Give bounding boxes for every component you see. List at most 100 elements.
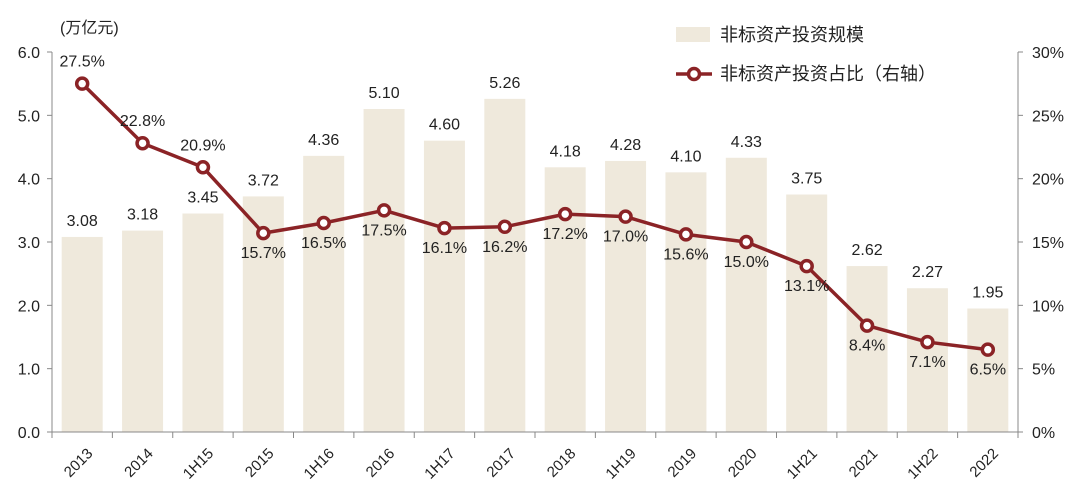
line-value-label: 17.5% xyxy=(361,222,406,239)
bar-value-label: 4.36 xyxy=(308,132,339,149)
line-point xyxy=(135,135,150,151)
line-value-label: 20.9% xyxy=(180,137,225,154)
line-point xyxy=(799,258,814,274)
line-point xyxy=(920,334,935,350)
line-point xyxy=(74,76,90,91)
line-point xyxy=(437,220,452,236)
line-point xyxy=(316,215,331,231)
bar xyxy=(786,194,828,432)
bar-value-label: 3.18 xyxy=(127,207,158,224)
y-right-tick-label: 5% xyxy=(1032,362,1055,379)
line-point xyxy=(678,227,694,242)
pct-labels-group: 27.5% 22.8% 20.9% 15.7% 16.5% 17.5% 16.1% 16.2%… xyxy=(60,54,1007,379)
bar xyxy=(846,266,888,432)
line-value-label: 17.0% xyxy=(603,229,648,246)
x-tick-label: 2013 xyxy=(61,445,97,481)
x-tick-label: 2017 xyxy=(483,445,519,481)
y-right-tick-label: 10% xyxy=(1032,298,1064,315)
bar-value-label: 5.10 xyxy=(368,85,399,102)
bar-labels-group: 3.08 3.18 3.45 3.72 4.36 5.10 4.60 5.26 4.18 4.28… xyxy=(67,75,1004,302)
bar xyxy=(484,98,526,432)
bar-value-label: 4.18 xyxy=(550,143,581,160)
line-point xyxy=(195,160,211,175)
x-tick-label: 1H19 xyxy=(602,445,639,482)
bar-value-label: 4.10 xyxy=(670,148,701,165)
y-left-tick-label: 5.0 xyxy=(18,108,40,125)
bar xyxy=(665,172,707,433)
line-point xyxy=(376,203,392,218)
bar xyxy=(967,308,1009,432)
x-tick-label: 2019 xyxy=(665,445,701,481)
legend: 非标资产投资规模 非标资产投资占比（右轴） xyxy=(676,25,936,84)
bar xyxy=(906,288,948,432)
y-left-unit-label: (万亿元) xyxy=(60,19,119,37)
x-tick-label: 2015 xyxy=(242,445,278,481)
x-tick-label: 1H16 xyxy=(300,445,337,482)
y-left-tick-label: 1.0 xyxy=(18,362,40,379)
line-point xyxy=(497,219,513,235)
line-value-label: 15.7% xyxy=(241,245,286,262)
line-value-label: 22.8% xyxy=(120,113,165,130)
line-value-label: 8.4% xyxy=(849,338,885,355)
line-value-label: 16.1% xyxy=(422,240,467,257)
bar xyxy=(725,157,767,432)
bar-value-label: 4.60 xyxy=(429,117,460,134)
line-value-label: 13.1% xyxy=(784,278,829,295)
x-tick-label: 2018 xyxy=(544,445,580,481)
x-tick-label: 1H21 xyxy=(783,445,820,482)
bar-value-label: 5.26 xyxy=(489,75,520,92)
y-left-tick-label: 4.0 xyxy=(18,172,40,189)
bar-value-label: 4.28 xyxy=(610,137,641,154)
bar xyxy=(363,109,405,432)
bar-value-label: 4.33 xyxy=(731,134,762,151)
x-tick-label: 2022 xyxy=(966,445,1002,481)
line-value-label: 27.5% xyxy=(60,54,105,71)
bar-value-label: 3.45 xyxy=(187,190,218,207)
legend-line-label: 非标资产投资占比（右轴） xyxy=(720,64,936,84)
line-value-label: 15.6% xyxy=(663,246,708,263)
line-point xyxy=(618,209,633,224)
bar-value-label: 3.08 xyxy=(67,213,98,230)
y-right-tick-label: 15% xyxy=(1032,235,1064,252)
line-value-label: 16.2% xyxy=(482,239,527,256)
y-left-tick-label: 6.0 xyxy=(18,45,40,62)
line-point xyxy=(256,225,271,241)
legend-bar-label: 非标资产投资规模 xyxy=(720,25,864,45)
line-value-label: 15.0% xyxy=(724,254,769,271)
line-point xyxy=(859,318,875,333)
x-tick-label: 2021 xyxy=(846,445,882,481)
line-point xyxy=(557,206,573,222)
bars-group xyxy=(61,98,1009,433)
bar-value-label: 3.75 xyxy=(791,171,822,188)
bar-value-label: 1.95 xyxy=(972,285,1003,302)
bar xyxy=(423,140,465,432)
y-right-tick-label: 25% xyxy=(1032,108,1064,125)
bar xyxy=(182,213,224,432)
y-right-tick-label: 30% xyxy=(1032,45,1064,62)
bar xyxy=(605,160,647,432)
y-left-tick-label: 3.0 xyxy=(18,235,40,252)
legend-line-marker xyxy=(686,66,702,82)
bar-value-label: 2.27 xyxy=(912,264,943,281)
x-tick-label: 2016 xyxy=(363,445,399,481)
line-group xyxy=(74,76,996,357)
line-series xyxy=(80,82,989,352)
x-tick-label: 1H15 xyxy=(180,445,217,482)
bar xyxy=(303,155,345,432)
bar-value-label: 2.62 xyxy=(851,242,882,259)
line-value-label: 7.1% xyxy=(909,354,945,371)
line-value-label: 6.5% xyxy=(970,362,1006,379)
bar xyxy=(122,230,164,432)
line-value-label: 17.2% xyxy=(543,226,588,243)
y-right-tick-label: 20% xyxy=(1032,172,1064,189)
x-tick-label: 2014 xyxy=(121,445,157,481)
bar-value-label: 3.72 xyxy=(248,172,279,189)
line-value-label: 16.5% xyxy=(301,235,346,252)
y-right-tick-label: 0% xyxy=(1032,425,1055,442)
legend-bar-swatch xyxy=(676,27,710,42)
line-point xyxy=(739,234,754,250)
bar xyxy=(61,236,103,432)
y-left-tick-label: 2.0 xyxy=(18,298,40,315)
x-tick-label: 2020 xyxy=(725,445,761,481)
